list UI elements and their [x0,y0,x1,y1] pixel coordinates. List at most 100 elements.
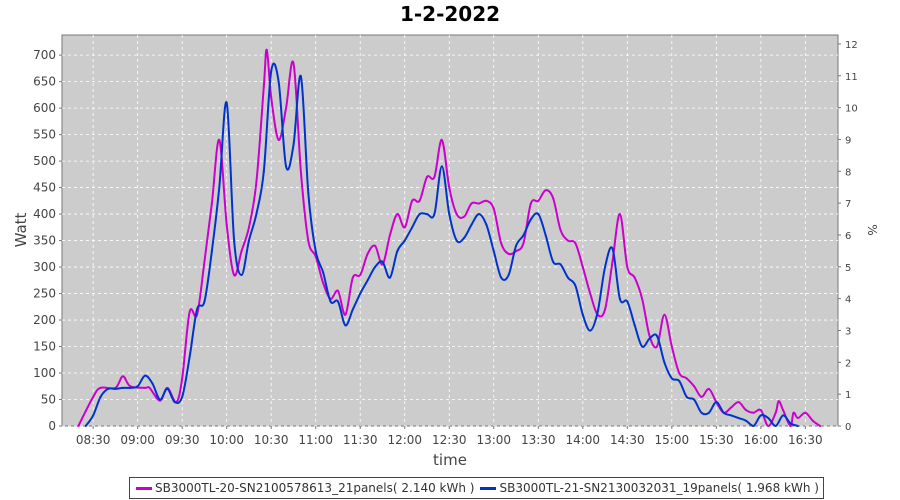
data-point [359,274,362,277]
data-point [440,138,443,141]
data-point [745,409,748,412]
data-point [366,279,369,282]
y-tick-label: 550 [33,128,56,142]
data-point [292,144,295,147]
data-point [277,80,280,83]
data-point [485,199,488,202]
data-point [559,263,562,266]
data-point [307,239,310,242]
data-point [596,311,599,314]
x-tick-label: 15:00 [655,433,690,447]
data-point [737,401,740,404]
data-point [529,202,532,205]
data-point [589,329,592,332]
y-tick-label: 600 [33,101,56,115]
data-point [655,334,658,337]
x-tick-label: 12:00 [387,433,422,447]
data-point [796,425,799,427]
data-point [485,223,488,226]
data-point [148,386,151,389]
legend-swatch-1 [136,486,152,490]
y2-tick-label: 7 [845,199,851,210]
data-point [492,207,495,210]
data-point [492,250,495,253]
data-point [789,422,792,425]
data-point [129,386,132,389]
y2-tick-label: 0 [845,422,851,433]
data-point [99,386,102,389]
data-point [796,417,799,420]
y2-tick-label: 8 [845,167,851,178]
y2-tick-label: 2 [845,358,851,369]
data-point [581,266,584,269]
data-point [774,411,777,414]
y-tick-label: 450 [33,181,56,195]
data-point [351,308,354,311]
data-point [745,419,748,422]
plot-background [61,34,839,427]
data-point [618,213,621,216]
data-point [611,260,614,263]
data-point [158,398,161,401]
data-point [307,191,310,194]
data-point [789,425,792,427]
data-point [537,199,540,202]
data-point [589,292,592,295]
data-point [265,48,268,51]
data-point [181,377,184,380]
x-tick-label: 12:30 [432,433,467,447]
data-point [737,417,740,420]
data-point [203,300,206,303]
data-point [218,186,221,189]
y-tick-label: 400 [33,207,56,221]
data-point [685,377,688,380]
data-point [693,398,696,401]
data-point [366,252,369,255]
data-point [84,425,87,427]
y2-tick-label: 9 [845,135,851,146]
y-axis-label: Watt [12,212,30,247]
data-point [233,274,236,277]
y2-tick-label: 3 [845,326,851,337]
data-point [752,425,755,427]
data-point [314,250,317,253]
y2-tick-label: 11 [845,72,858,83]
data-point [411,199,414,202]
legend-label-1: SB3000TL-20-SN2100578613_21panels( 2.140… [155,481,475,495]
data-point [678,379,681,382]
data-point [730,406,733,409]
data-point [299,75,302,78]
data-point [210,250,213,253]
data-point [121,375,124,378]
data-point [440,165,443,168]
x-tick-label: 09:00 [120,433,155,447]
data-point [707,387,710,390]
data-point [218,138,221,141]
data-point [522,242,525,245]
data-point [299,170,302,173]
y2-tick-label: 10 [845,104,858,115]
x-tick-label: 11:00 [298,433,333,447]
data-point [767,425,770,427]
x-tick-label: 16:00 [744,433,779,447]
data-point [411,226,414,229]
data-point [507,252,510,255]
data-point [774,425,777,427]
x-tick-label: 15:30 [699,433,734,447]
data-point [507,274,510,277]
data-point [262,170,265,173]
data-point [648,334,651,337]
data-point [144,386,147,389]
data-point [225,223,228,226]
data-point [641,297,644,300]
data-point [92,395,95,398]
data-point [426,175,429,178]
y2-axis-label: % [865,224,879,235]
data-point [106,387,109,390]
data-point [759,409,762,412]
data-point [633,324,636,327]
data-point [463,215,466,218]
legend-swatch-2 [480,486,497,490]
y-tick-label: 700 [33,48,56,62]
y-tick-label: 0 [48,419,56,433]
